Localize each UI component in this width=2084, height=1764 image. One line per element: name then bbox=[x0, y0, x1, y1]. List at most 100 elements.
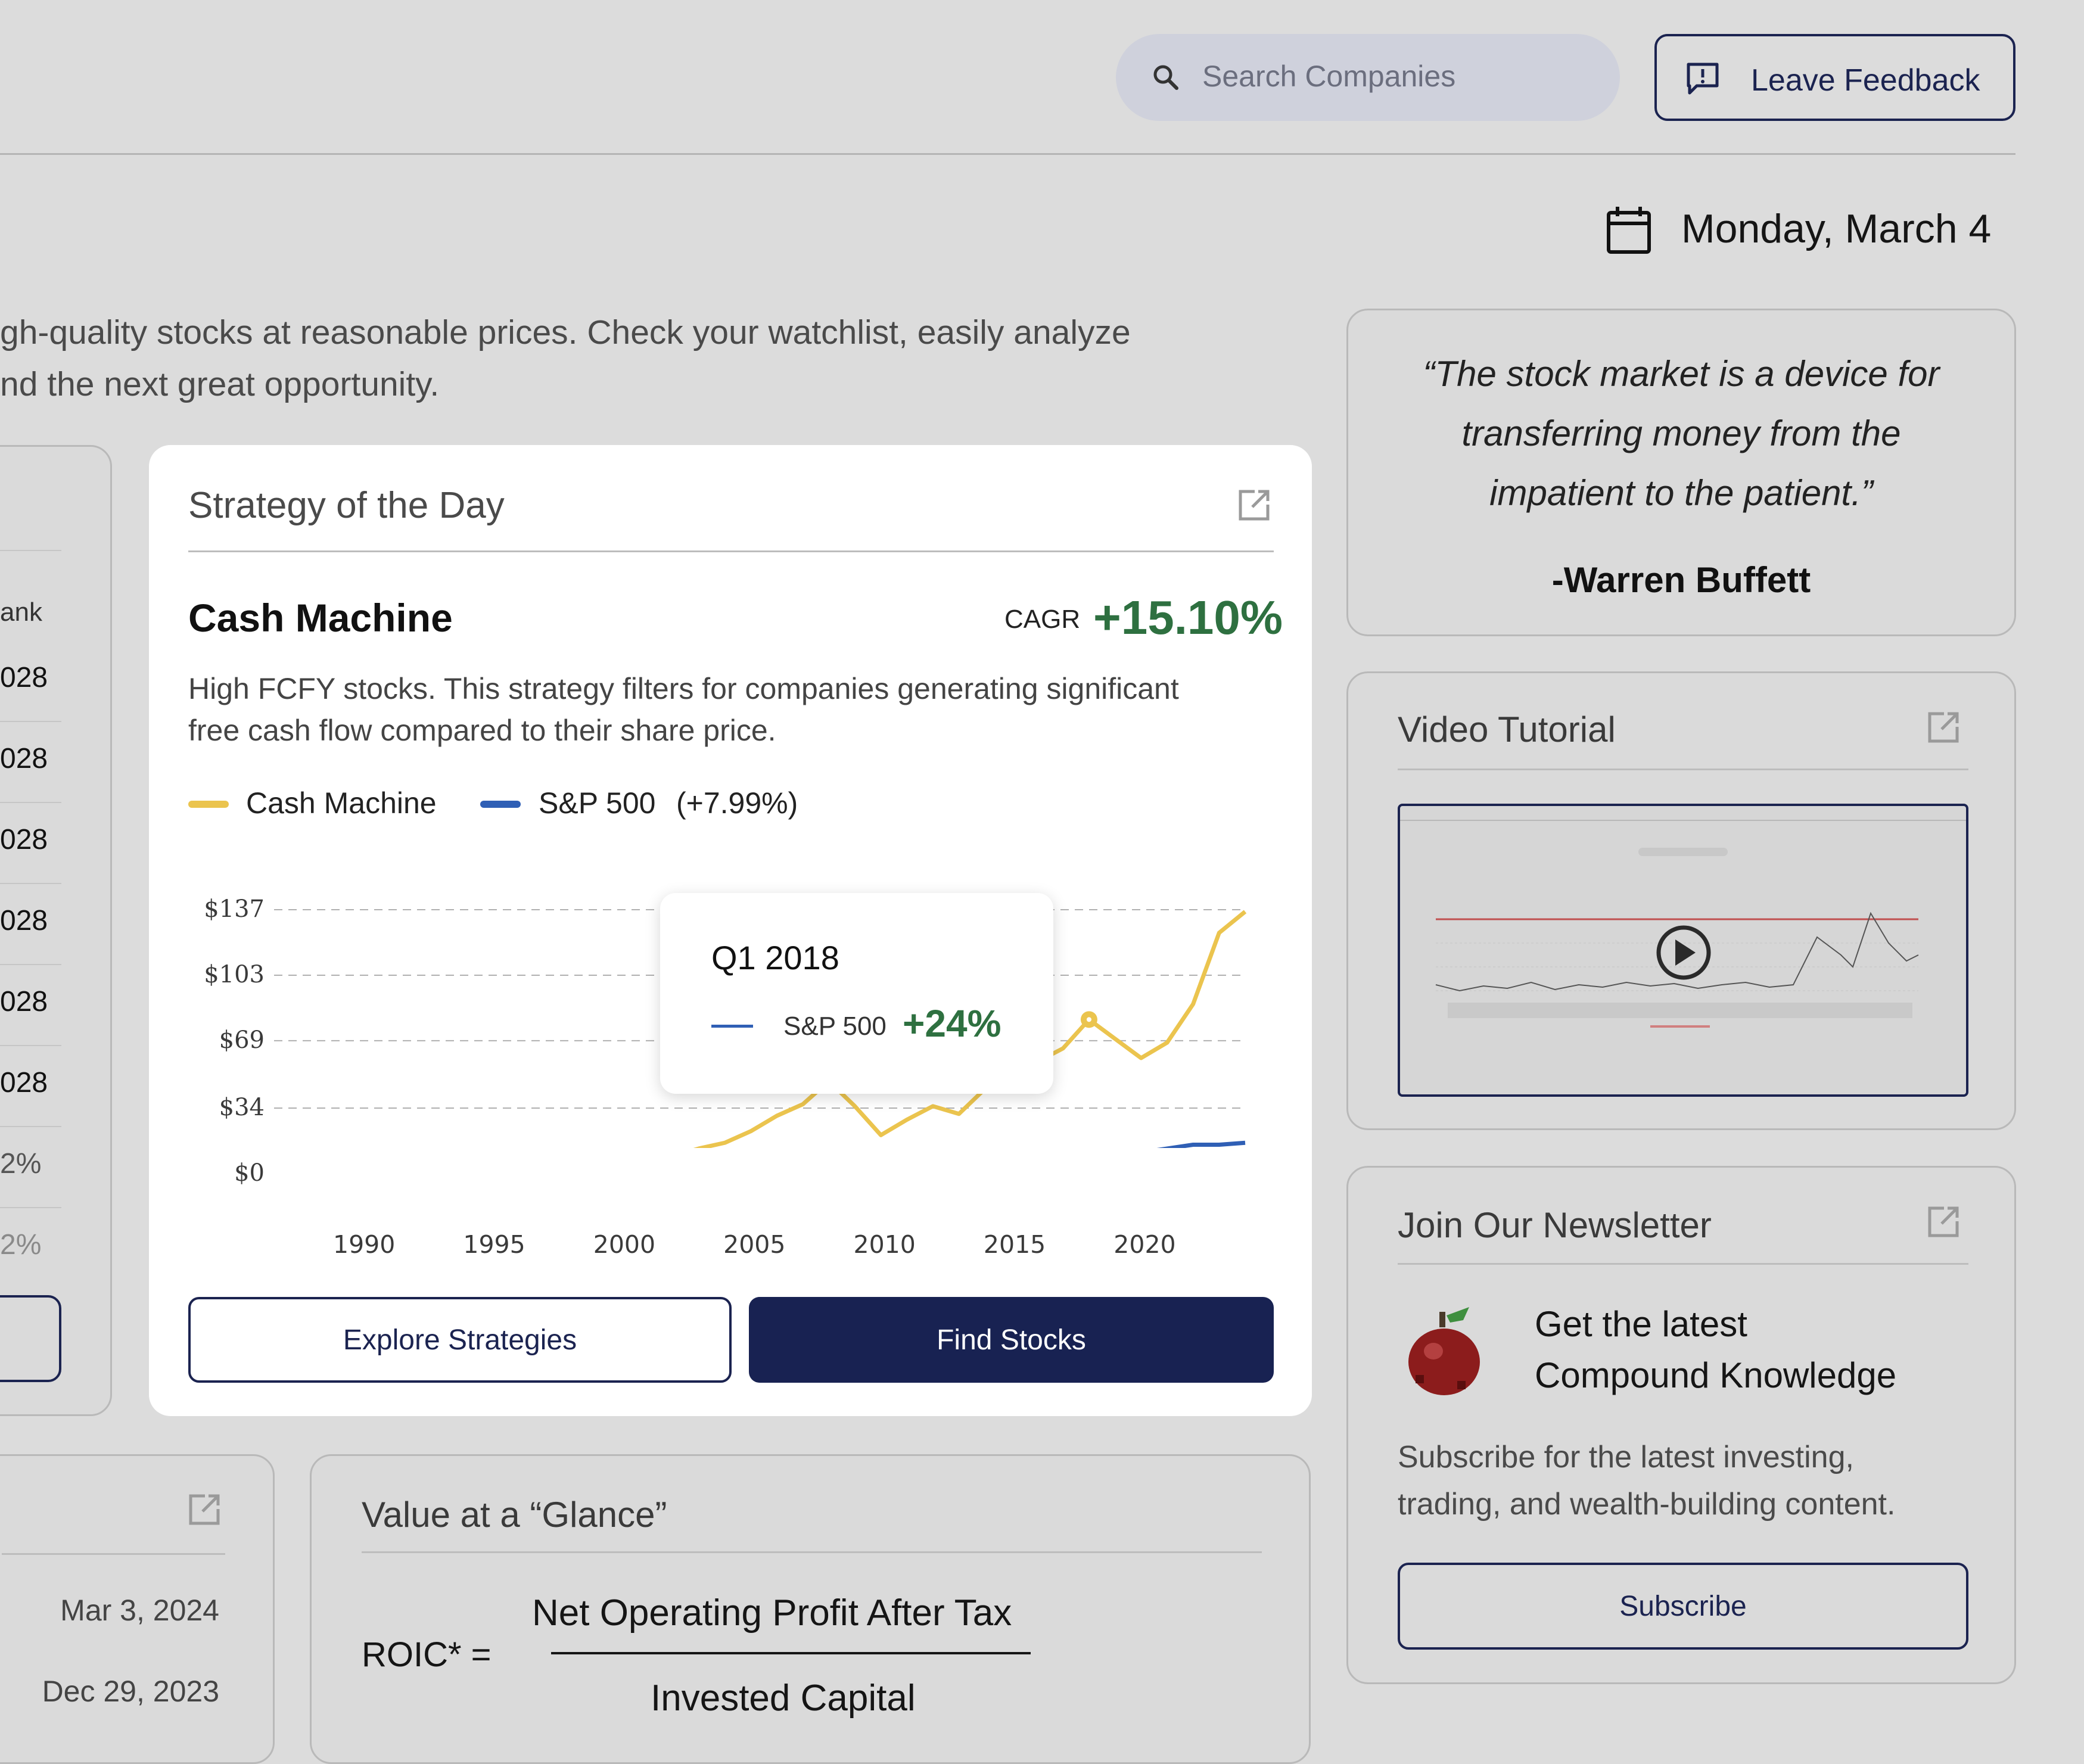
value-glance-title: Value at a “Glance” bbox=[362, 1495, 667, 1535]
subscribe-label: Subscribe bbox=[1619, 1590, 1747, 1622]
ranking-value: 028 bbox=[0, 905, 48, 937]
ranking-row-divider bbox=[0, 964, 61, 965]
search-input[interactable]: Search Companies bbox=[1202, 60, 1456, 93]
date-entry-1: Mar 3, 2024 bbox=[60, 1594, 219, 1627]
subscribe-button[interactable]: Subscribe bbox=[1398, 1563, 1968, 1650]
feedback-label: Leave Feedback bbox=[1751, 63, 1980, 98]
cagr-label: CAGR bbox=[1004, 605, 1081, 634]
left-card-button[interactable] bbox=[0, 1295, 61, 1382]
search-icon bbox=[1153, 65, 1178, 90]
explore-strategies-label: Explore Strategies bbox=[343, 1324, 577, 1356]
left-ranking-card bbox=[0, 445, 112, 1416]
ranking-row-divider bbox=[0, 1045, 61, 1046]
x-axis-tick-label: 2000 bbox=[593, 1230, 656, 1259]
strategy-of-the-day-card: Strategy of the Day Cash Machine CAGR +1… bbox=[149, 445, 1312, 1416]
x-axis-tick-label: 2020 bbox=[1113, 1230, 1176, 1259]
cash-machine-series-line bbox=[693, 910, 1247, 1148]
x-axis-tick-label: 1990 bbox=[333, 1230, 396, 1259]
ranking-row-divider bbox=[0, 721, 61, 722]
video-card-title: Video Tutorial bbox=[1398, 710, 1616, 749]
ranking-value: 028 bbox=[0, 743, 48, 774]
current-date: Monday, March 4 bbox=[1681, 206, 1992, 251]
tooltip-value: +24% bbox=[903, 1002, 1001, 1045]
feedback-icon bbox=[1687, 63, 1719, 95]
newsletter-headline-line2: Compound Knowledge bbox=[1535, 1355, 1897, 1395]
tooltip-series-label: S&P 500 bbox=[783, 1012, 887, 1041]
legend-cash-machine-label: Cash Machine bbox=[246, 786, 437, 820]
external-link-icon[interactable] bbox=[1926, 710, 1961, 745]
external-link-icon[interactable] bbox=[187, 1492, 222, 1527]
y-axis-tick-label: $137 bbox=[204, 895, 265, 923]
sp500-series-line bbox=[1156, 1140, 1246, 1148]
external-link-icon[interactable] bbox=[1237, 488, 1271, 522]
x-axis-tick-label: 1995 bbox=[463, 1230, 525, 1259]
tooltip-title: Q1 2018 bbox=[711, 939, 839, 976]
legend-sp500-change: (+7.99%) bbox=[676, 786, 798, 820]
ranking-value: 2% bbox=[0, 1148, 42, 1180]
formula-denominator: Invested Capital bbox=[651, 1678, 916, 1719]
intro-text-line1: gh-quality stocks at reasonable prices. … bbox=[0, 313, 1131, 351]
ranking-value: 2% bbox=[0, 1229, 42, 1261]
newsletter-body-line2: trading, and wealth-building content. bbox=[1398, 1487, 1896, 1522]
y-axis-tick-label: $34 bbox=[219, 1094, 265, 1122]
quote-line2: transferring money from the bbox=[1461, 413, 1901, 453]
strategy-description-line2: free cash flow compared to their share p… bbox=[188, 714, 776, 747]
newsletter-headline-line1: Get the latest bbox=[1535, 1304, 1747, 1344]
ranking-value: 028 bbox=[0, 824, 48, 855]
newsletter-card: Join Our Newsletter Get the latest Compo… bbox=[1346, 1166, 2016, 1684]
strategy-card-title: Strategy of the Day bbox=[188, 485, 505, 526]
x-axis-tick-label: 2005 bbox=[723, 1230, 786, 1259]
apple-icon bbox=[1408, 1307, 1480, 1395]
find-stocks-label: Find Stocks bbox=[937, 1324, 1086, 1356]
x-axis-tick-label: 2010 bbox=[853, 1230, 916, 1259]
highlight-point-center bbox=[1086, 1017, 1091, 1022]
legend-sp500-swatch bbox=[480, 801, 521, 808]
video-tutorial-card: Video Tutorial bbox=[1346, 671, 2016, 1130]
video-thumbnail-preview bbox=[1400, 820, 1966, 1028]
formula-fraction-bar bbox=[551, 1652, 1031, 1654]
video-card-divider bbox=[1398, 769, 1968, 770]
ranking-value: 028 bbox=[0, 986, 48, 1018]
value-glance-divider bbox=[362, 1551, 1262, 1553]
date-entry-2: Dec 29, 2023 bbox=[42, 1675, 219, 1708]
ranking-row-divider bbox=[0, 802, 61, 803]
search-bar[interactable]: Search Companies bbox=[1116, 34, 1620, 121]
tooltip-series-swatch bbox=[711, 1025, 753, 1028]
ranking-row-divider bbox=[0, 883, 61, 884]
newsletter-body-line1: Subscribe for the latest investing, bbox=[1398, 1440, 1854, 1474]
legend-cash-machine-swatch bbox=[188, 801, 229, 808]
value-at-a-glance-card: Value at a “Glance” ROIC* = Net Operatin… bbox=[310, 1454, 1311, 1764]
quote-line3: impatient to the patient.” bbox=[1489, 473, 1873, 513]
video-thumbnail[interactable] bbox=[1398, 804, 1968, 1097]
ranking-value: 028 bbox=[0, 662, 48, 693]
chart-tooltip: Q1 2018 S&P 500 +24% bbox=[660, 893, 1053, 1094]
x-axis-tick-label: 2015 bbox=[983, 1230, 1046, 1259]
external-link-icon[interactable] bbox=[1926, 1205, 1961, 1239]
leave-feedback-button[interactable]: Leave Feedback bbox=[1654, 34, 2015, 121]
find-stocks-button[interactable]: Find Stocks bbox=[749, 1297, 1274, 1383]
cagr-value: +15.10% bbox=[1093, 591, 1283, 644]
left-card-divider bbox=[0, 550, 61, 551]
quote-author: -Warren Buffett bbox=[1551, 560, 1811, 600]
quote-line1: “The stock market is a device for bbox=[1423, 354, 1940, 394]
calendar-icon bbox=[1607, 207, 1651, 254]
strategy-card-divider bbox=[188, 550, 1274, 552]
ranking-row-divider bbox=[0, 1207, 61, 1208]
newsletter-card-divider bbox=[1398, 1263, 1968, 1265]
newsletter-card-title: Join Our Newsletter bbox=[1398, 1205, 1712, 1245]
bottom-left-card: Mar 3, 2024 Dec 29, 2023 bbox=[0, 1454, 275, 1764]
bottom-left-divider bbox=[2, 1553, 225, 1555]
y-axis-tick-label: $103 bbox=[204, 960, 265, 988]
strategy-name: Cash Machine bbox=[188, 596, 453, 640]
formula-left: ROIC* = bbox=[362, 1635, 492, 1674]
header-divider bbox=[0, 153, 2015, 155]
explore-strategies-button[interactable]: Explore Strategies bbox=[188, 1297, 732, 1383]
legend-sp500-label: S&P 500 bbox=[539, 786, 656, 820]
strategy-description-line1: High FCFY stocks. This strategy filters … bbox=[188, 672, 1179, 705]
y-axis-tick-label: $69 bbox=[219, 1026, 265, 1054]
ranking-row-divider bbox=[0, 1126, 61, 1127]
strategy-performance-chart[interactable] bbox=[149, 850, 1312, 1148]
y-axis-tick-label: $0 bbox=[234, 1159, 265, 1187]
left-card-header: ank bbox=[0, 598, 42, 627]
intro-text-line2: nd the next great opportunity. bbox=[0, 365, 440, 403]
